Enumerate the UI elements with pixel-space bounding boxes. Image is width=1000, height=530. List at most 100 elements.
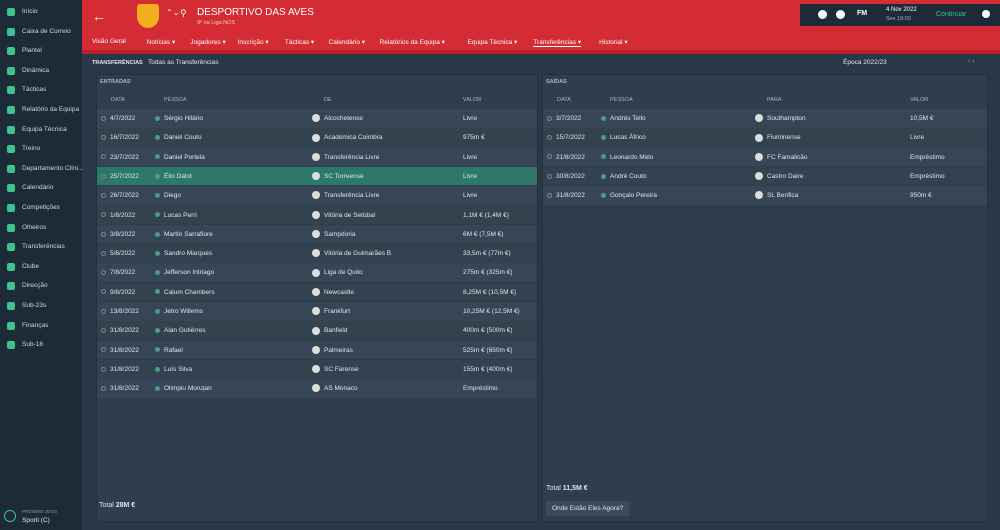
- table-row[interactable]: 26/7/2022 Diego Transferência Livre Livre: [97, 186, 537, 205]
- sidebar-item[interactable]: Direcção: [0, 277, 82, 295]
- table-row[interactable]: 25/7/2022 Élio Dalot SC Torreense Livre: [97, 166, 537, 186]
- nav-arrows[interactable]: ‹ ›: [968, 58, 975, 65]
- sidebar-item[interactable]: Plantel: [0, 42, 82, 60]
- checkbox[interactable]: [101, 366, 106, 372]
- table-row[interactable]: 9/8/2022 Calum Chambers Newcastle 8,25M € (…: [97, 282, 537, 302]
- search-icon[interactable]: ⚲: [180, 8, 187, 18]
- cell: 31/8/2022: [101, 321, 139, 340]
- table-row[interactable]: 31/8/2022 Gonçalo Pereira SL Benfica 950m €: [543, 186, 987, 205]
- icon[interactable]: [818, 10, 827, 19]
- table-row[interactable]: 15/7/2022 Lucas Áfrico Fluminense Livre: [543, 128, 987, 147]
- cell: 31/8/2022: [101, 360, 139, 379]
- checkbox[interactable]: [101, 212, 106, 218]
- season[interactable]: Época 2022/23: [843, 59, 887, 66]
- sidebar-item[interactable]: Caixa de Correio: [0, 23, 82, 41]
- column-header[interactable]: PESSOA: [164, 97, 187, 103]
- checkbox[interactable]: [101, 328, 106, 334]
- checkbox[interactable]: [101, 289, 106, 295]
- nav-tab[interactable]: Historial ▾: [599, 39, 628, 46]
- back-arrow[interactable]: ←: [92, 8, 106, 24]
- table-row[interactable]: 31/8/2022 Luís Silva SC Farense 155m € (400…: [97, 359, 537, 379]
- continue-icon[interactable]: [982, 10, 990, 18]
- checkbox[interactable]: [101, 308, 106, 314]
- table-row[interactable]: 30/8/2022 André Couto Castro Daire Emprésti…: [543, 166, 987, 186]
- column-header[interactable]: VALOR: [910, 97, 929, 103]
- filter-dropdown[interactable]: Todas as Transferências: [148, 59, 219, 66]
- sidebar-icon: [7, 262, 15, 271]
- table-row[interactable]: 4/7/2022 Sérgio Hilário Alcochetense Livre: [97, 109, 537, 128]
- nav-tab[interactable]: Transferências ▾: [533, 39, 582, 47]
- toolbar-title: TRANSFERÊNCIAS: [92, 60, 143, 66]
- table-row[interactable]: 7/8/2022 Jefferson Intriago Liga de Quito 2…: [97, 263, 537, 282]
- table-row[interactable]: 31/8/2022 Alan Gutiérres Banfield 400m € (5…: [97, 321, 537, 340]
- table-row[interactable]: 31/8/2022 Olimpiu Moruțan AS Monaco Emprést…: [97, 379, 537, 398]
- cell: SC Farense: [312, 360, 359, 379]
- column-header[interactable]: PESSOA: [610, 97, 633, 103]
- checkbox[interactable]: [101, 135, 106, 141]
- checkbox[interactable]: [547, 192, 552, 198]
- nav-tab[interactable]: Inscrição ▾: [237, 39, 269, 46]
- table-row[interactable]: 3/7/2022 Andrés Tello Southampton 10,5M €: [543, 109, 987, 128]
- sidebar-item[interactable]: Dinâmica: [0, 62, 82, 80]
- column-header[interactable]: DATA: [557, 97, 571, 103]
- checkbox[interactable]: [101, 250, 106, 256]
- nav-tab[interactable]: Equipa Técnica ▾: [467, 39, 518, 46]
- nav-tab[interactable]: Visão Geral: [92, 38, 126, 45]
- sidebar-item[interactable]: Transferências: [0, 238, 82, 256]
- column-header[interactable]: PARA: [767, 97, 782, 103]
- table-row[interactable]: 21/8/2022 Leonardo Melo FC Famalicão Emprés…: [543, 147, 987, 167]
- sidebar-item[interactable]: Departamento Clíni...: [0, 160, 83, 178]
- sidebar-item[interactable]: Finanças: [0, 317, 82, 335]
- nav-tab[interactable]: Relatórios da Equipa ▾: [379, 39, 445, 46]
- sidebar-item[interactable]: Tácticas: [0, 81, 82, 99]
- checkbox[interactable]: [101, 231, 106, 237]
- sidebar-item[interactable]: Clube: [0, 258, 82, 276]
- nav-tab[interactable]: Calendário ▾: [328, 39, 366, 46]
- table-row[interactable]: 16/7/2022 Daniel Couto Académica Coimbra 97…: [97, 128, 537, 147]
- sidebar-item[interactable]: Competições: [0, 199, 82, 217]
- nav-tab[interactable]: Notícias ▾: [146, 39, 176, 46]
- sidebar-item[interactable]: Sub-23s: [0, 297, 82, 315]
- sidebar-item[interactable]: Início: [0, 3, 82, 21]
- sidebar-item[interactable]: Relatório da Equipa: [0, 101, 82, 119]
- table-row[interactable]: 1/8/2022 Lucas Perri Vitória de Setúbal 1,1…: [97, 205, 537, 224]
- table-row[interactable]: 5/8/2022 Sandro Marques Vitória de Guimarã…: [97, 244, 537, 263]
- checkbox[interactable]: [547, 115, 552, 121]
- table-row[interactable]: 3/8/2022 Martín Sarrafiore Sampdoria 6M € (…: [97, 224, 537, 244]
- sidebar-item[interactable]: Treino: [0, 140, 82, 158]
- checkbox[interactable]: [547, 135, 552, 141]
- nav-tab[interactable]: Jogadores ▾: [190, 39, 226, 46]
- table-row[interactable]: 13/8/2022 Jetro Willems Frankfurt 10,25M € …: [97, 302, 537, 321]
- checkbox[interactable]: [101, 347, 106, 353]
- checkbox[interactable]: [547, 154, 552, 160]
- status-dot: [155, 289, 160, 295]
- cell: 13/8/2022: [101, 302, 139, 321]
- sidebar-item[interactable]: Olheiros: [0, 219, 82, 237]
- sidebar-icon: [7, 164, 15, 173]
- sidebar-icon: [7, 282, 15, 291]
- next-match[interactable]: Sporti (C): [22, 517, 50, 524]
- fm-logo[interactable]: FM: [857, 10, 868, 17]
- where-button[interactable]: Onde Estão Eles Agora?: [546, 501, 630, 516]
- checkbox[interactable]: [101, 385, 106, 391]
- checkbox[interactable]: [101, 115, 106, 121]
- table-row[interactable]: 23/7/2022 Daniel Portela Transferência Liv…: [97, 147, 537, 167]
- sidebar-item[interactable]: Calendário: [0, 179, 82, 197]
- column-header[interactable]: DATA: [111, 97, 125, 103]
- checkbox[interactable]: [101, 173, 106, 179]
- checkbox[interactable]: [547, 173, 552, 179]
- nav-tab[interactable]: Tácticas ▾: [284, 39, 315, 46]
- checkbox[interactable]: [101, 270, 106, 276]
- cell-text: 7/8/2022: [110, 269, 136, 277]
- table-row[interactable]: 31/8/2022 Rafael Palmeiras 525m € (650m €): [97, 340, 537, 360]
- checkbox[interactable]: [101, 192, 106, 198]
- column-header[interactable]: DE: [324, 97, 332, 103]
- sidebar-icon: [7, 223, 15, 232]
- checkbox[interactable]: [101, 154, 106, 160]
- continue-button[interactable]: Continuar: [936, 11, 967, 18]
- sidebar-item[interactable]: Equipa Técnica: [0, 121, 82, 139]
- sidebar-item[interactable]: Sub-18: [0, 336, 82, 354]
- help-icon[interactable]: [836, 10, 845, 19]
- column-header[interactable]: VALOR: [463, 97, 482, 103]
- arrows[interactable]: ⌃⌄: [166, 8, 180, 17]
